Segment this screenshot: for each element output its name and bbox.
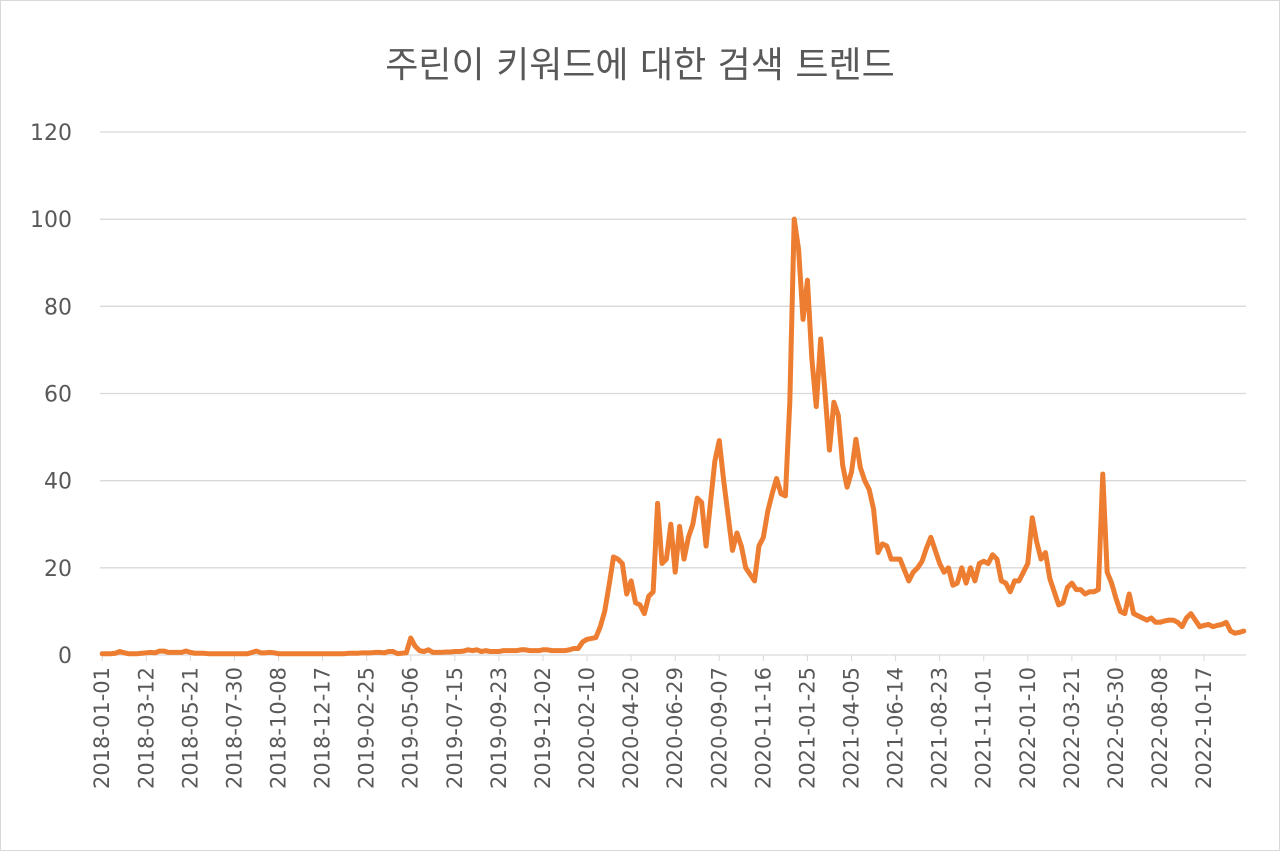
y-tick-label: 60	[44, 383, 72, 408]
series-line	[99, 216, 1247, 657]
x-tick-label: 2021-04-05	[840, 667, 864, 789]
x-tick-label: 2022-01-10	[1016, 667, 1040, 789]
series-group	[99, 216, 1247, 657]
x-tick-label: 2018-01-01	[90, 667, 114, 789]
y-tick-label: 40	[44, 470, 72, 495]
x-tick-label: 2019-07-15	[443, 667, 467, 789]
x-tick-label: 2021-11-01	[972, 667, 996, 789]
x-tick-label: 2022-03-21	[1060, 667, 1084, 789]
x-tick-label: 2019-02-25	[355, 667, 379, 789]
x-tick-label: 2018-03-12	[134, 667, 158, 789]
x-tick-label: 2021-06-14	[884, 667, 908, 789]
x-tick-label: 2018-10-08	[267, 667, 291, 789]
x-tick-label: 2021-01-25	[795, 667, 819, 789]
y-tick-label: 20	[44, 557, 72, 582]
x-tick-label: 2020-09-07	[707, 667, 731, 789]
x-axis-ticks: 2018-01-01 2018-03-12 2018-05-21 2018-07-30…	[90, 655, 1216, 789]
x-tick-label: 2020-02-10	[575, 667, 599, 789]
x-tick-label: 2018-05-21	[178, 667, 202, 789]
x-tick-label: 2021-08-23	[928, 667, 952, 789]
x-tick-label: 2020-06-29	[663, 667, 687, 789]
x-tick-label: 2020-11-16	[751, 667, 775, 789]
x-tick-label: 2019-05-06	[399, 667, 423, 789]
x-tick-label: 2020-04-20	[619, 667, 643, 789]
y-tick-label: 0	[58, 644, 72, 669]
y-tick-label: 80	[44, 295, 72, 320]
gridlines	[100, 131, 1246, 569]
x-tick-label: 2018-07-30	[222, 667, 246, 789]
y-axis-ticks: 0 20 40 60 80 100 120	[30, 121, 72, 669]
x-tick-label: 2018-12-17	[311, 667, 335, 789]
y-tick-label: 100	[30, 208, 72, 233]
x-tick-label: 2022-05-30	[1104, 667, 1128, 789]
x-tick-label: 2019-12-02	[531, 667, 555, 789]
x-tick-label: 2022-10-17	[1192, 667, 1216, 789]
chart-title: 주린이 키워드에 대한 검색 트렌드	[385, 45, 895, 86]
y-tick-label: 120	[30, 121, 72, 146]
x-tick-label: 2022-08-08	[1148, 667, 1172, 789]
x-tick-label: 2019-09-23	[487, 667, 511, 789]
